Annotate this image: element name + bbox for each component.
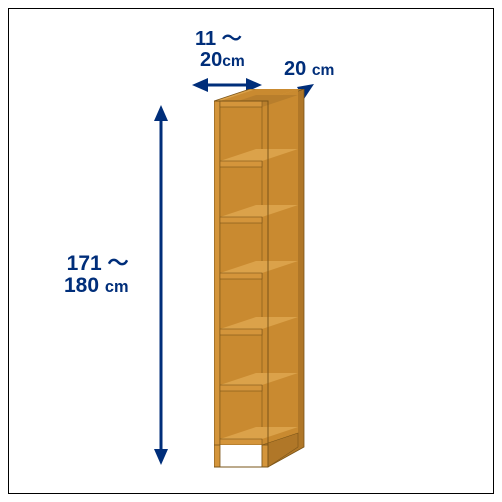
height-max: 180 — [64, 274, 99, 297]
diagram-frame: 11 ～20cm 20 cm 171 ～180 cm — [8, 8, 494, 494]
height-min: 171 — [67, 252, 102, 275]
width-tilde: ～ — [216, 28, 242, 50]
width-max: 20 — [192, 49, 222, 71]
shelving-unit-illustration — [214, 89, 314, 489]
height-units: cm — [105, 278, 129, 296]
depth-dimension-label: 20 cm — [284, 59, 334, 80]
height-tilde: ～ — [102, 252, 129, 275]
width-dimension-label: 11 ～20cm — [192, 29, 245, 71]
depth-units: cm — [312, 62, 335, 79]
width-min: 11 — [195, 28, 216, 50]
height-arrow — [149, 105, 173, 465]
height-dimension-label: 171 ～180 cm — [64, 253, 129, 297]
width-units: cm — [222, 53, 245, 70]
depth-value: 20 — [284, 58, 306, 80]
